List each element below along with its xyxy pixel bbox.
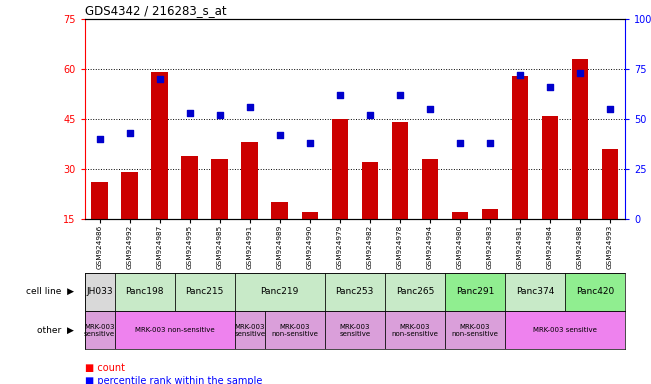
Bar bbox=[235, 311, 265, 349]
Text: ■ percentile rank within the sample: ■ percentile rank within the sample bbox=[85, 376, 262, 384]
Text: MRK-003 non-sensitive: MRK-003 non-sensitive bbox=[135, 327, 214, 333]
Bar bbox=[602, 149, 618, 219]
Bar bbox=[565, 273, 625, 311]
Bar bbox=[115, 273, 174, 311]
Text: Panc265: Panc265 bbox=[396, 287, 434, 296]
Text: cell line  ▶: cell line ▶ bbox=[26, 287, 74, 296]
Bar bbox=[391, 122, 408, 219]
Bar bbox=[505, 273, 565, 311]
Bar bbox=[235, 273, 325, 311]
Text: MRK-003
non-sensitive: MRK-003 non-sensitive bbox=[391, 324, 438, 337]
Bar bbox=[115, 311, 235, 349]
Point bbox=[365, 112, 375, 118]
Point bbox=[575, 70, 585, 76]
Bar bbox=[174, 273, 235, 311]
Point bbox=[94, 136, 105, 142]
Bar bbox=[325, 273, 385, 311]
Bar bbox=[505, 311, 625, 349]
Bar bbox=[121, 172, 138, 219]
Point bbox=[335, 92, 345, 98]
Point bbox=[545, 84, 555, 90]
Bar bbox=[182, 156, 198, 219]
Bar bbox=[265, 311, 325, 349]
Bar bbox=[445, 311, 505, 349]
Point bbox=[214, 112, 225, 118]
Text: Panc374: Panc374 bbox=[516, 287, 554, 296]
Point bbox=[154, 76, 165, 82]
Text: MRK-003
sensitive: MRK-003 sensitive bbox=[234, 324, 266, 337]
Text: Panc219: Panc219 bbox=[260, 287, 299, 296]
Bar bbox=[271, 202, 288, 219]
Point bbox=[454, 140, 465, 146]
Text: MRK-003 sensitive: MRK-003 sensitive bbox=[533, 327, 597, 333]
Bar bbox=[85, 311, 115, 349]
Text: Panc198: Panc198 bbox=[126, 287, 164, 296]
Bar bbox=[385, 273, 445, 311]
Text: Panc291: Panc291 bbox=[456, 287, 494, 296]
Bar bbox=[152, 73, 168, 219]
Bar bbox=[385, 311, 445, 349]
Bar bbox=[331, 119, 348, 219]
Text: GDS4342 / 216283_s_at: GDS4342 / 216283_s_at bbox=[85, 3, 227, 17]
Bar bbox=[572, 59, 589, 219]
Point bbox=[275, 132, 285, 138]
Bar bbox=[445, 273, 505, 311]
Point bbox=[245, 104, 255, 110]
Point bbox=[515, 72, 525, 78]
Point bbox=[605, 106, 615, 112]
Text: Panc253: Panc253 bbox=[336, 287, 374, 296]
Bar bbox=[212, 159, 228, 219]
Bar bbox=[512, 76, 528, 219]
Text: JH033: JH033 bbox=[87, 287, 113, 296]
Bar bbox=[361, 162, 378, 219]
Bar bbox=[452, 212, 468, 219]
Point bbox=[124, 130, 135, 136]
Point bbox=[305, 140, 315, 146]
Bar bbox=[85, 273, 115, 311]
Point bbox=[184, 110, 195, 116]
Point bbox=[484, 140, 495, 146]
Bar bbox=[301, 212, 318, 219]
Text: MRK-003
sensitive: MRK-003 sensitive bbox=[339, 324, 370, 337]
Text: MRK-003
non-sensitive: MRK-003 non-sensitive bbox=[271, 324, 318, 337]
Bar bbox=[242, 142, 258, 219]
Text: ■ count: ■ count bbox=[85, 363, 124, 373]
Bar bbox=[422, 159, 438, 219]
Text: MRK-003
sensitive: MRK-003 sensitive bbox=[84, 324, 115, 337]
Text: Panc420: Panc420 bbox=[576, 287, 614, 296]
Point bbox=[395, 92, 405, 98]
Text: other  ▶: other ▶ bbox=[37, 326, 74, 335]
Bar bbox=[91, 182, 108, 219]
Point bbox=[424, 106, 435, 112]
Bar bbox=[482, 209, 498, 219]
Text: MRK-003
non-sensitive: MRK-003 non-sensitive bbox=[451, 324, 498, 337]
Bar bbox=[542, 116, 558, 219]
Text: Panc215: Panc215 bbox=[186, 287, 224, 296]
Bar bbox=[325, 311, 385, 349]
